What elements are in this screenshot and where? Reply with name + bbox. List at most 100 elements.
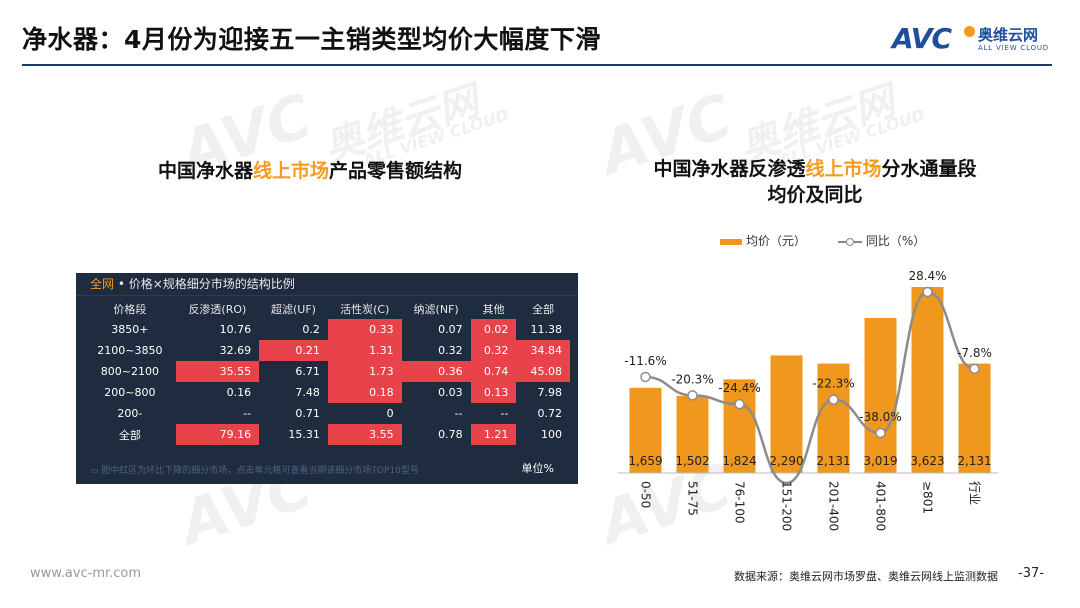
table-cell[interactable]: 6.71 [295,365,320,378]
table-cell[interactable]: 0.03 [438,386,463,399]
page-number: -37- [1018,566,1044,581]
column-header: 超滤(UF) [271,302,316,316]
table-cell[interactable]: 32.69 [219,344,252,357]
table-cell[interactable]: 1.73 [327,361,402,382]
column-header: 活性炭(C) [340,302,390,316]
table-cell[interactable]: 3.55 [327,424,402,445]
category-label: 51-75 [686,481,700,516]
right-chart-title: 中国净水器反渗透线上市场分水通量段 均价及同比 [610,156,1020,208]
table-cell[interactable]: -- [454,407,463,420]
left-chart-title: 中国净水器线上市场产品零售额结构 [80,156,540,183]
table-cell[interactable]: 0.33 [327,319,402,340]
table-cell[interactable]: 7.98 [537,386,563,399]
table-cell[interactable]: 0.16 [226,386,252,399]
table-row: 2100~3850 32.69 0.21 1.31 0.32 0.32 34.84 [84,340,570,361]
left-title-pre: 中国净水器 [157,160,253,182]
scope-selector[interactable]: 全网 [90,277,115,291]
yoy-point [969,363,980,375]
panel-heading-text: • 价格×规格细分市场的结构比例 [114,277,295,291]
column-header: 纳滤(NF) [413,302,459,316]
table-cell[interactable]: 0.13 [470,382,517,403]
row-label: 200~800 [104,386,156,399]
table-cell[interactable]: 35.55 [175,361,260,382]
table-header-row: 价格段 反渗透(RO) 超滤(UF) 活性炭(C) 纳滤(NF) 其他 全部 [84,298,570,319]
table-cell[interactable]: 7.48 [295,386,320,399]
right-title-highlight: 线上市场 [805,158,882,180]
table-row: 全部 79.16 15.31 3.55 0.78 1.21 100 [84,424,570,445]
table-cell[interactable]: 0 [386,407,394,420]
table-cell[interactable]: 0.32 [470,340,517,361]
table-cell[interactable]: 0.2 [302,323,320,336]
row-label: 3850+ [111,323,149,336]
column-header: 价格段 [113,302,147,316]
table-cell[interactable]: -- [500,407,509,420]
right-title-line2: 均价及同比 [767,184,863,206]
bar-value-label: 1,824 [722,454,756,468]
category-label: 0-50 [639,481,653,508]
table-row: 200- -- 0.71 0 -- -- 0.72 [84,403,570,424]
column-header: 其他 [482,302,505,316]
table-cell[interactable]: 45.08 [516,361,570,382]
bar-value-label: 3,019 [863,454,897,468]
structure-matrix-table: 价格段 反渗透(RO) 超滤(UF) 活性炭(C) 纳滤(NF) 其他 全部 3850+ 10… [84,298,570,445]
website-url[interactable]: www.avc-mr.com [30,566,142,581]
table-cell[interactable]: 0.21 [259,340,328,361]
table-cell[interactable]: 0.07 [438,323,463,336]
right-title-pre: 中国净水器反渗透 [653,158,806,180]
table-cell[interactable]: 34.84 [516,340,570,361]
panel-footnote: ▭ 图中红区为环比下降的细分市场，点击单元格可查看当期该细分市场TOP10型号 [90,466,419,476]
table-cell[interactable]: 0.78 [438,428,463,441]
logo-cn-text: 奥维云网 [978,26,1039,44]
row-label: 2100~3850 [97,344,163,357]
row-label: 800~2100 [100,365,159,378]
chart-legend: 均价（元） 同比（%） [720,232,925,249]
bar [676,395,709,473]
table-cell[interactable]: 0.18 [327,382,402,403]
yoy-label: -22.3% [812,377,854,391]
table-cell[interactable]: 79.16 [175,424,260,445]
left-title-highlight: 线上市场 [252,160,329,182]
table-cell[interactable]: 10.76 [219,323,252,336]
table-row: 800~2100 35.55 6.71 1.73 0.36 0.74 45.08 [84,361,570,382]
bar [629,387,662,473]
table-cell[interactable]: 11.38 [530,323,563,336]
bar-value-label: 3,623 [910,454,944,468]
logo-avc-text: AVC [892,22,952,55]
yoy-label: -7.8% [957,346,992,360]
bar [817,363,850,473]
category-label: ≥801 [921,481,935,514]
yoy-point [734,398,745,410]
table-cell[interactable]: 0.72 [537,407,563,420]
yoy-label: -20.3% [671,372,713,386]
row-label: 全部 [118,428,141,442]
yoy-point [875,427,886,439]
structure-matrix-panel: 全网 • 价格×规格细分市场的结构比例 价格段 反渗透(RO) 超滤(UF) 活性炭(… [76,273,578,484]
table-cell[interactable]: 0.36 [401,361,471,382]
table-cell[interactable]: -- [243,407,252,420]
yoy-label: 28.4% [908,269,946,283]
page-title: 净水器：4月份为迎接五一主销类型均价大幅度下滑 [22,25,601,54]
table-cell[interactable]: 0.74 [470,361,517,382]
table-row: 200~800 0.16 7.48 0.18 0.03 0.13 7.98 [84,382,570,403]
footnote-text: 图中红区为环比下降的细分市场，点击单元格可查看当期该细分市场TOP10型号 [101,466,419,476]
table-cell[interactable]: 0.02 [470,319,517,340]
table-cell[interactable]: 15.31 [288,428,320,441]
right-title-line1: 中国净水器反渗透线上市场分水通量段 [610,156,1020,182]
header-divider [22,64,1052,66]
category-label: 201-400 [827,481,841,531]
bar [770,355,803,473]
bar-value-label: 1,502 [675,454,709,468]
unit-label: 单位% [521,462,554,475]
logo-dot-icon [964,26,975,37]
yoy-point [922,286,933,298]
table-cell[interactable]: 0.32 [438,344,463,357]
table-cell[interactable]: 1.31 [327,340,402,361]
table-cell[interactable]: 1.21 [470,424,517,445]
table-cell[interactable]: 100 [541,428,562,441]
bar-value-label: 2,131 [957,454,991,468]
table-cell[interactable]: 0.71 [295,407,320,420]
table-body: 3850+ 10.76 0.2 0.33 0.07 0.02 11.38 2100~3850 3… [84,319,570,445]
yoy-label: -38.0% [859,410,901,424]
legend-bar-label: 均价（元） [746,234,807,248]
category-label: 行业 [968,481,982,505]
